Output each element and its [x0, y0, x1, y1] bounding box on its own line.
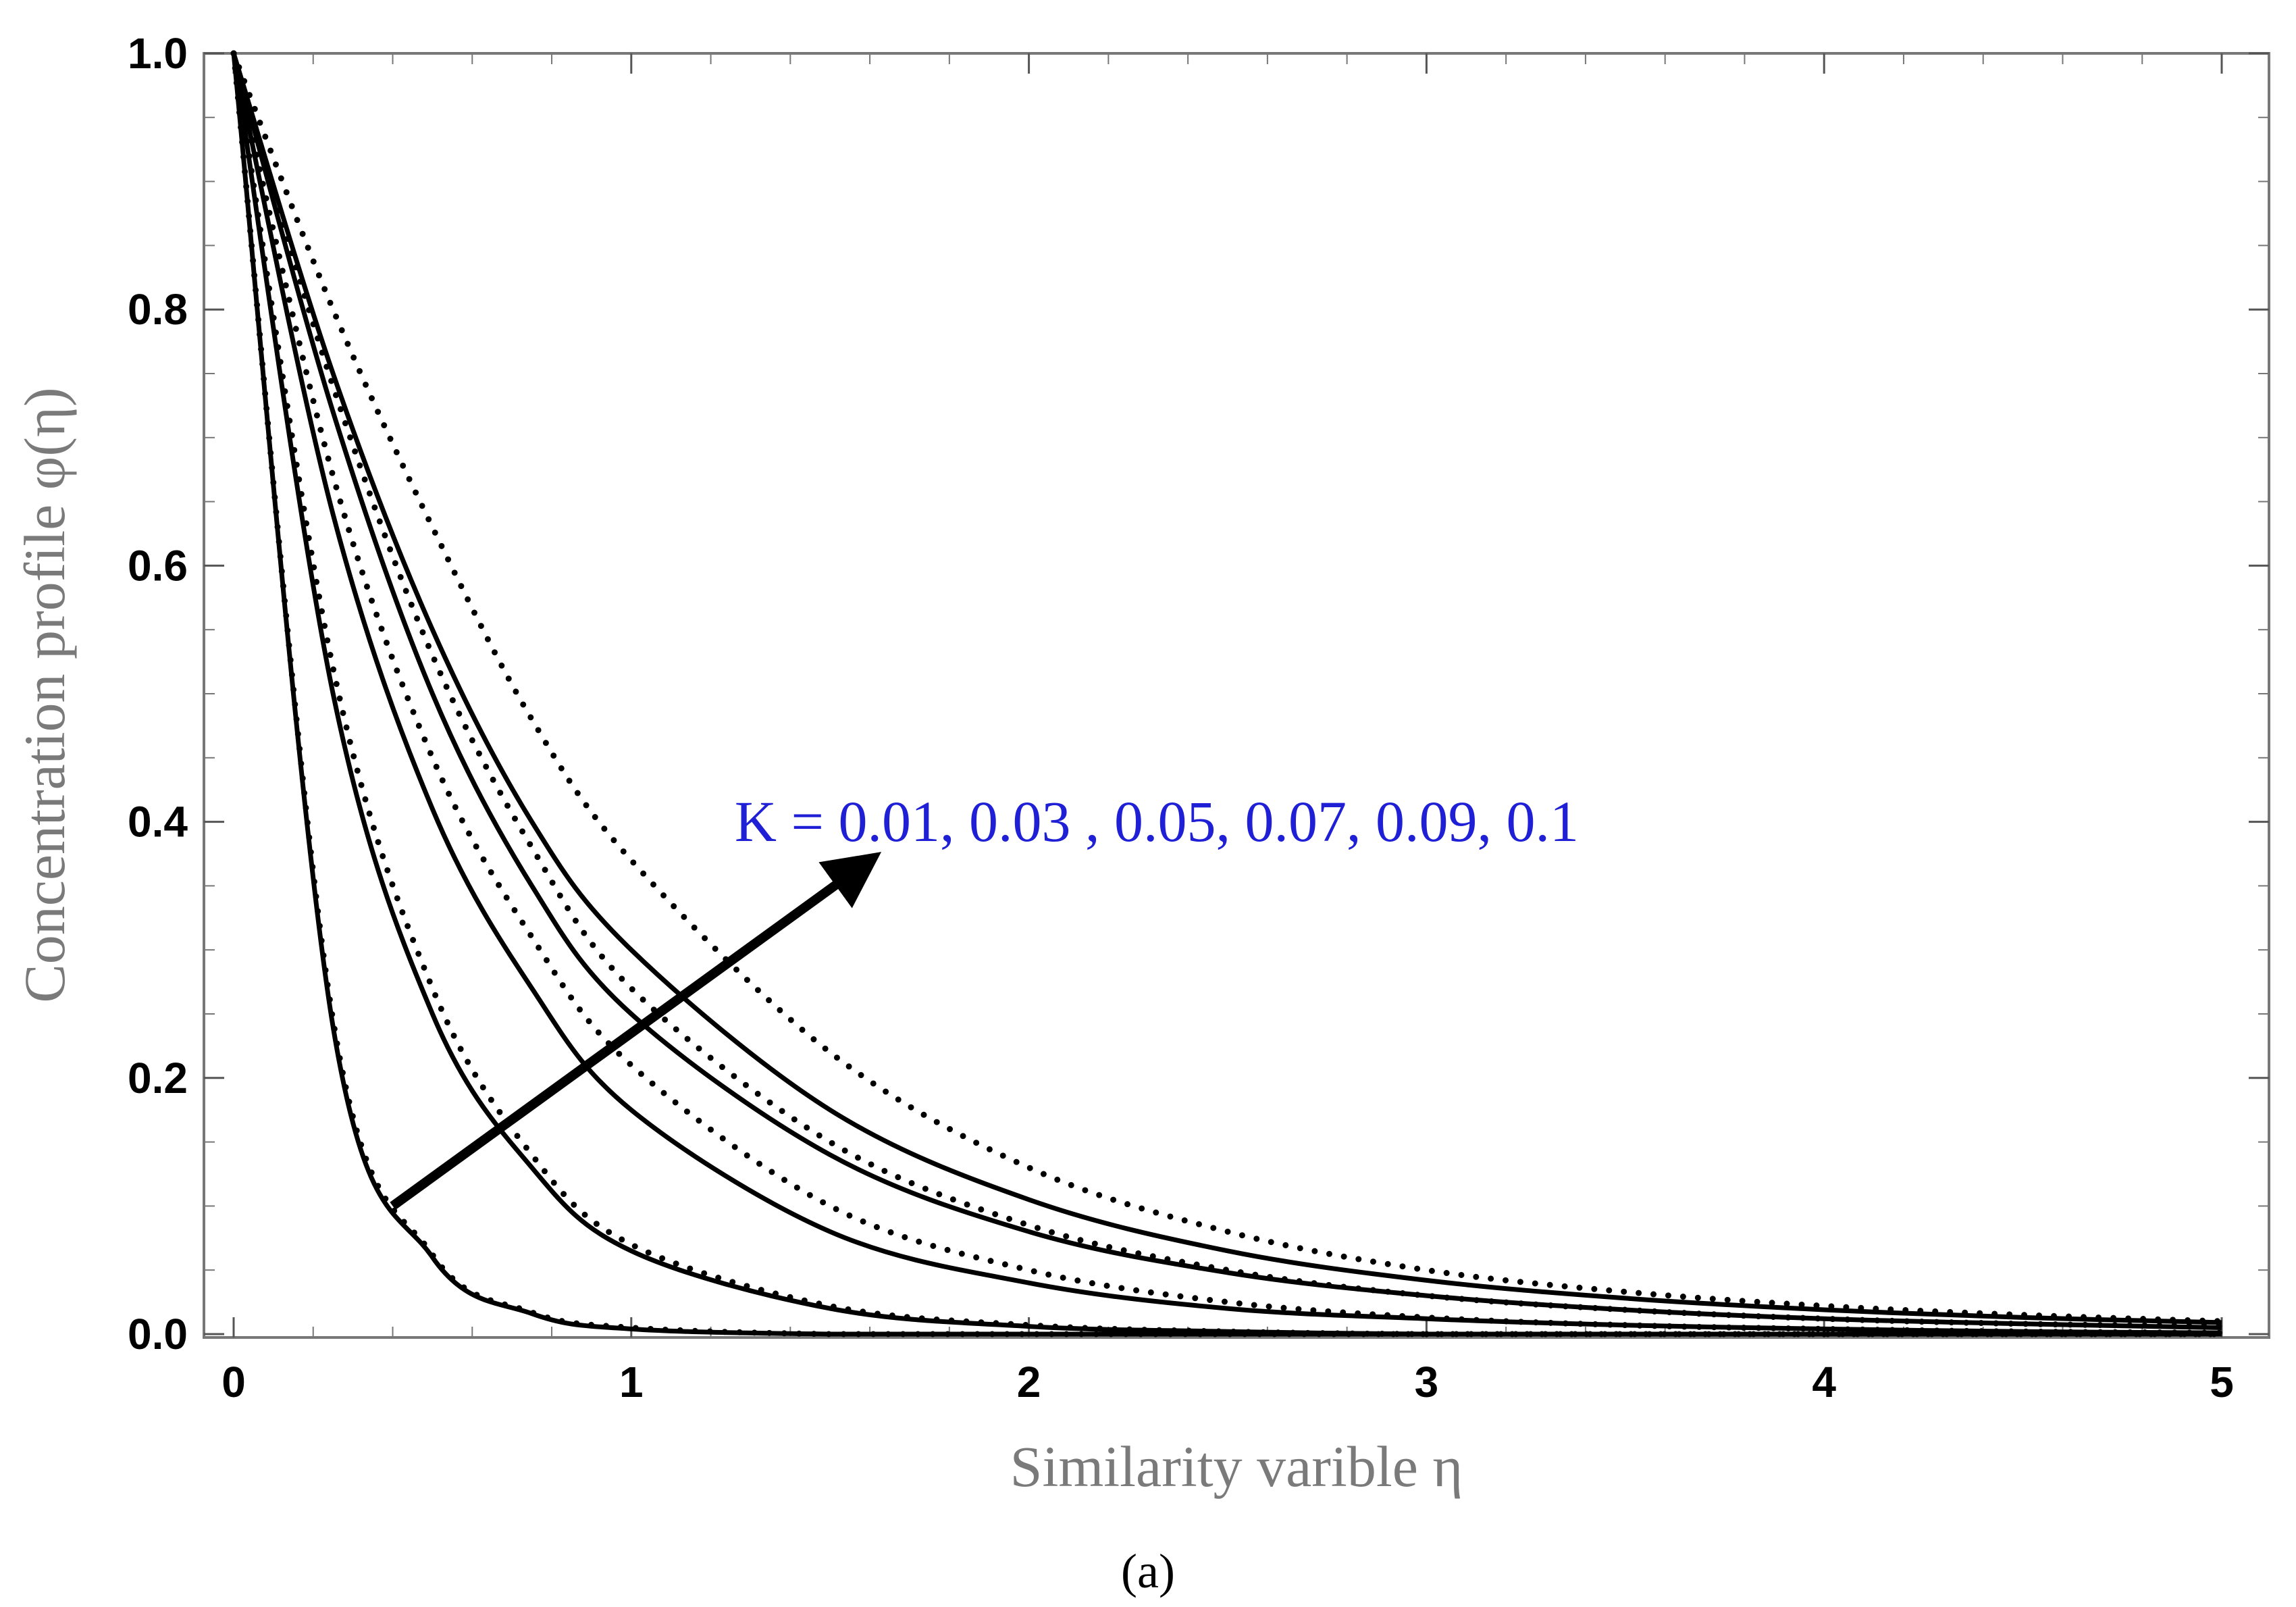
y-tick-label: 0.4	[128, 798, 188, 846]
x-tick-label: 5	[2210, 1358, 2234, 1406]
x-tick-label: 4	[1812, 1358, 1836, 1406]
x-tick-label: 0	[221, 1358, 246, 1406]
annotation-label: K = 0.01, 0.03 , 0.05, 0.07, 0.09, 0.1	[735, 789, 1579, 854]
series-line-solid	[231, 53, 2222, 1330]
figure-caption: (a)	[1121, 1544, 1175, 1598]
x-tick-label: 3	[1415, 1358, 1439, 1406]
x-tick-label: 1	[619, 1358, 644, 1406]
y-tick-label: 1.0	[128, 29, 188, 78]
series-line-dotted	[230, 50, 2225, 1337]
series-line-dotted	[230, 50, 2225, 1337]
x-axis-title: Similarity varible η	[1010, 1434, 1463, 1499]
x-tick-label: 2	[1017, 1358, 1041, 1406]
series-line-dotted	[230, 50, 2225, 1325]
series-line-dotted	[230, 50, 2225, 1330]
axis-ticks: 0 1 2 3 4 5 0.0 0.2 0.4 0.6 0.8 1.0	[128, 29, 2269, 1406]
y-axis-title: Concentration profile φ(η)	[12, 387, 77, 1002]
series-line-solid	[231, 53, 2222, 1337]
y-tick-label: 0.2	[128, 1054, 188, 1102]
y-tick-label: 0.0	[128, 1310, 188, 1358]
series-line-solid	[231, 53, 2222, 1337]
y-tick-label: 0.8	[128, 285, 188, 334]
y-tick-label: 0.6	[128, 541, 188, 590]
series-line-dotted	[230, 50, 2225, 1336]
series-line-solid	[231, 52, 2222, 1325]
series-line-solid	[231, 53, 2222, 1335]
plot-frame	[203, 52, 2270, 1339]
annotation-arrow	[390, 852, 882, 1210]
series-lines	[230, 50, 2225, 1337]
